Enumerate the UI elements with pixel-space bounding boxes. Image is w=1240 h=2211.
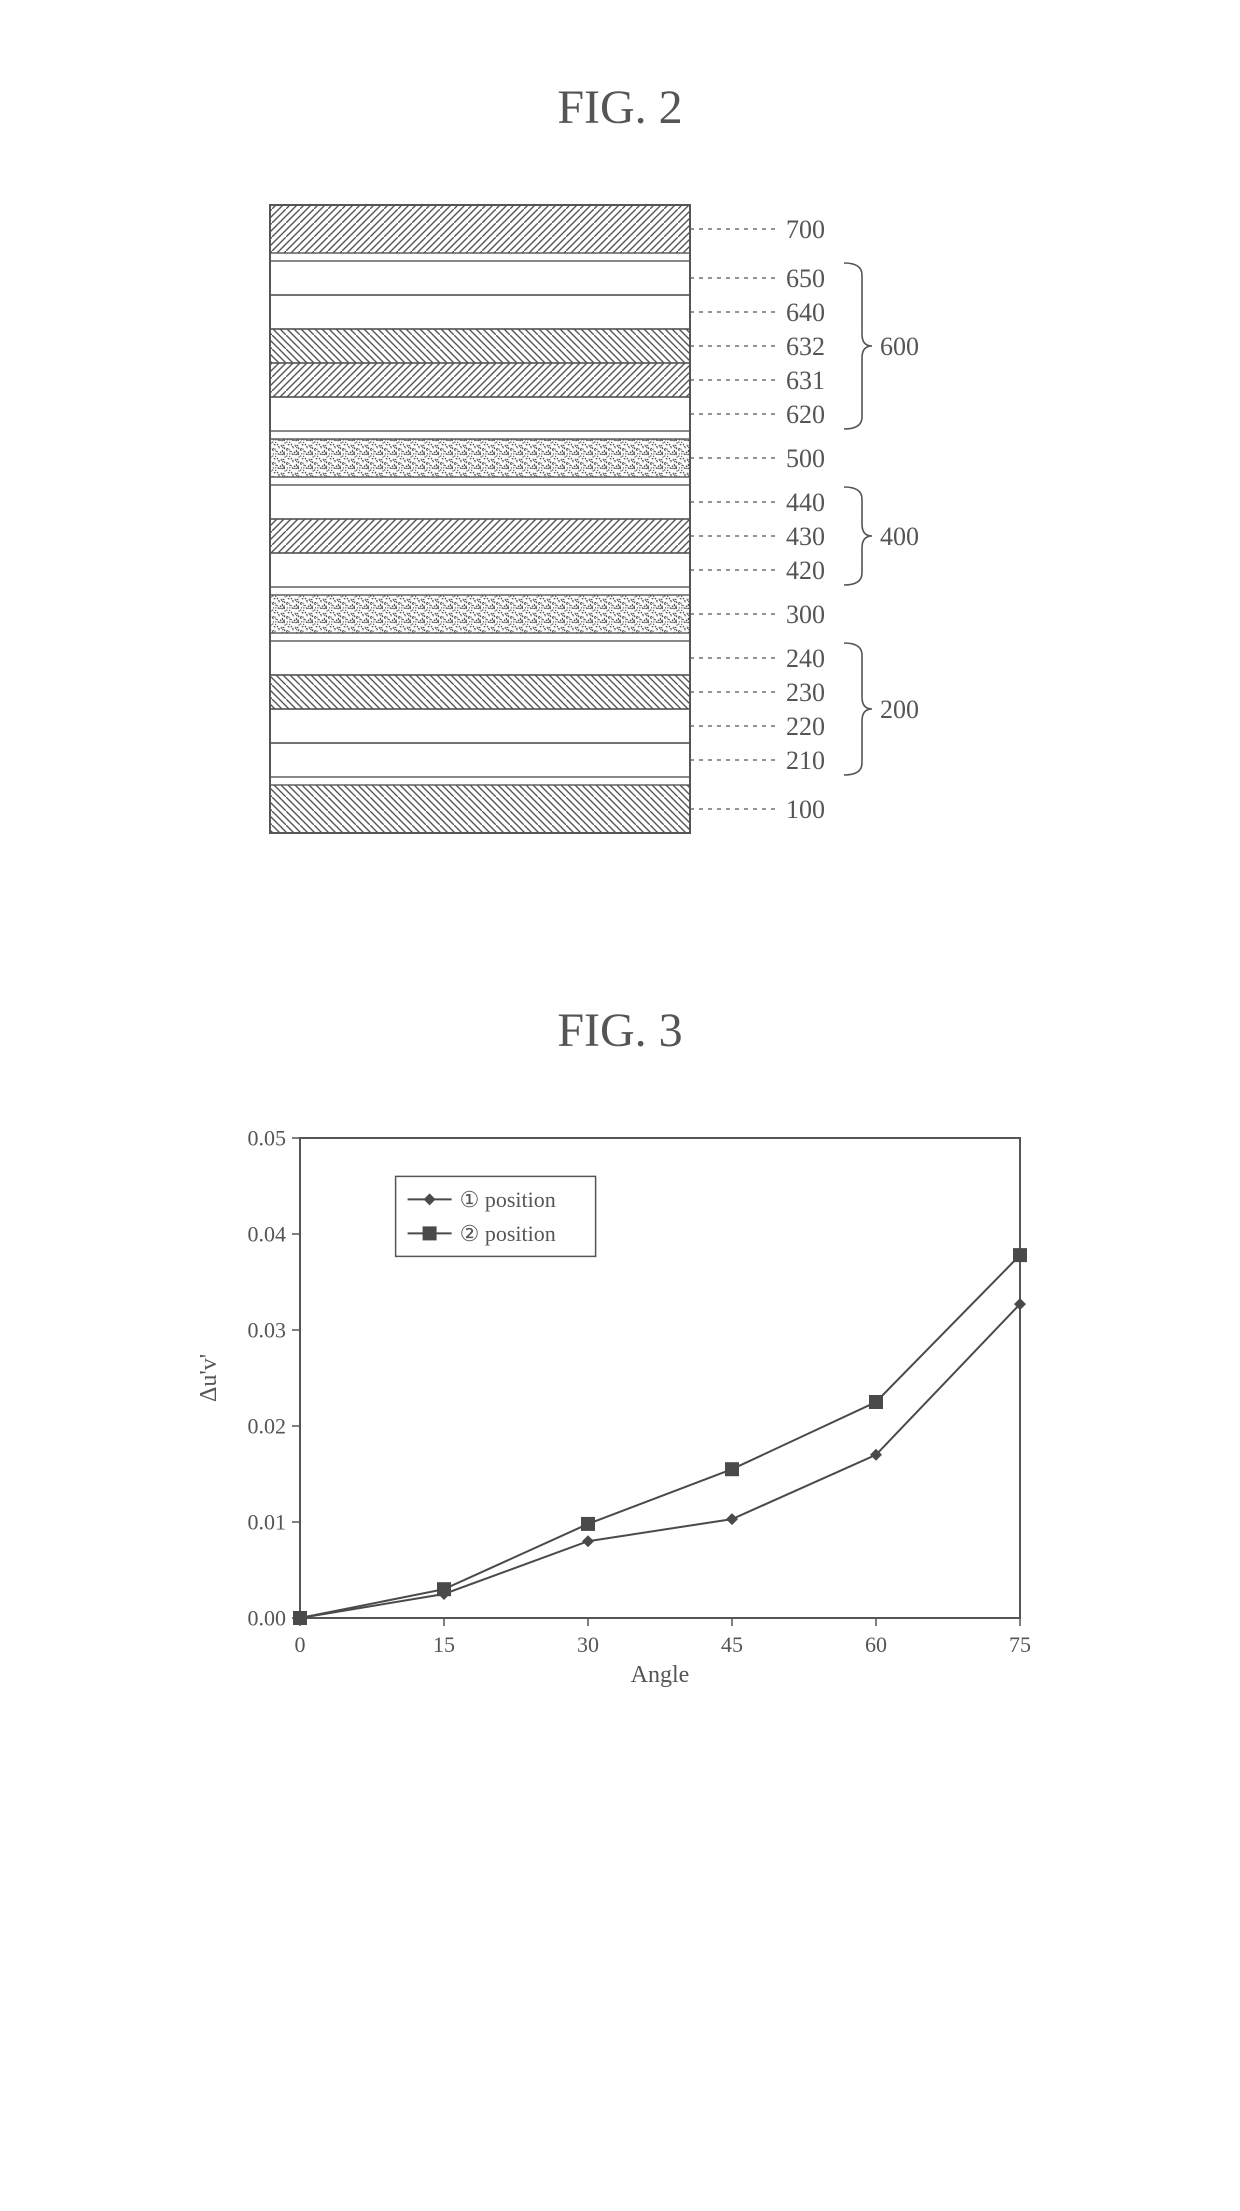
chart-marker <box>581 1517 595 1531</box>
layer-label: 240 <box>786 644 825 673</box>
chart-marker <box>869 1395 883 1409</box>
stack-layer <box>270 295 690 329</box>
stack-layer <box>270 485 690 519</box>
fig2-title: FIG. 2 <box>0 80 1240 135</box>
layer-label: 230 <box>786 678 825 707</box>
x-tick-label: 75 <box>1009 1632 1031 1657</box>
layer-label: 300 <box>786 600 825 629</box>
layer-label: 500 <box>786 444 825 473</box>
layer-label: 220 <box>786 712 825 741</box>
layer-label: 430 <box>786 522 825 551</box>
y-tick-label: 0.04 <box>248 1222 287 1247</box>
stack-layer <box>270 439 690 477</box>
stack-layer <box>270 397 690 431</box>
fig3-chart: 0 15 30 45 60 75 0.00 0.01 0.02 0.03 0.04 0.05 Angle… <box>0 1118 1240 1698</box>
stack-layer <box>270 205 690 253</box>
y-tick-label: 0.02 <box>248 1414 287 1439</box>
bracket-label: 600 <box>880 332 919 361</box>
y-tick-label: 0.05 <box>248 1126 287 1151</box>
y-tick-label: 0.01 <box>248 1510 287 1535</box>
chart-marker <box>725 1462 739 1476</box>
x-tick-label: 30 <box>577 1632 599 1657</box>
stack-layer <box>270 261 690 295</box>
layer-label: 100 <box>786 795 825 824</box>
stack-layer <box>270 553 690 587</box>
bracket-label: 400 <box>880 522 919 551</box>
stack-layer <box>270 363 690 397</box>
layer-label: 650 <box>786 264 825 293</box>
stack-layer <box>270 641 690 675</box>
x-tick-label: 0 <box>295 1632 306 1657</box>
stack-layer <box>270 675 690 709</box>
layer-label: 620 <box>786 400 825 429</box>
layer-label: 440 <box>786 488 825 517</box>
bracket-label: 200 <box>880 695 919 724</box>
page: FIG. 2 700650640632631620500440430420300… <box>0 0 1240 1818</box>
stack-layer <box>270 329 690 363</box>
x-tick-label: 15 <box>433 1632 455 1657</box>
y-tick-label: 0.00 <box>248 1606 287 1631</box>
fig3-title: FIG. 3 <box>0 1003 1240 1058</box>
layer-label: 640 <box>786 298 825 327</box>
chart-marker <box>293 1611 307 1625</box>
layer-label: 420 <box>786 556 825 585</box>
stack-layer <box>270 595 690 633</box>
layer-label: 700 <box>786 215 825 244</box>
y-axis-label: Δu'v' <box>196 1354 222 1402</box>
chart-marker <box>437 1582 451 1596</box>
x-tick-label: 60 <box>865 1632 887 1657</box>
legend-entry-label: ② position <box>460 1221 556 1246</box>
stack-layer <box>270 709 690 743</box>
stack-layer <box>270 743 690 777</box>
x-axis-label: Angle <box>631 1662 690 1688</box>
layer-label: 632 <box>786 332 825 361</box>
legend-entry-label: ① position <box>460 1187 556 1212</box>
chart-marker <box>1013 1248 1027 1262</box>
x-tick-label: 45 <box>721 1632 743 1657</box>
layer-label: 631 <box>786 366 825 395</box>
y-tick-label: 0.03 <box>248 1318 287 1343</box>
fig2-stack-diagram: 700 650 640 632 631 620 500 440 430 420 300 240 230 2… <box>0 195 1240 843</box>
stack-layer <box>270 785 690 833</box>
layer-label: 210 <box>786 746 825 775</box>
stack-layer <box>270 519 690 553</box>
